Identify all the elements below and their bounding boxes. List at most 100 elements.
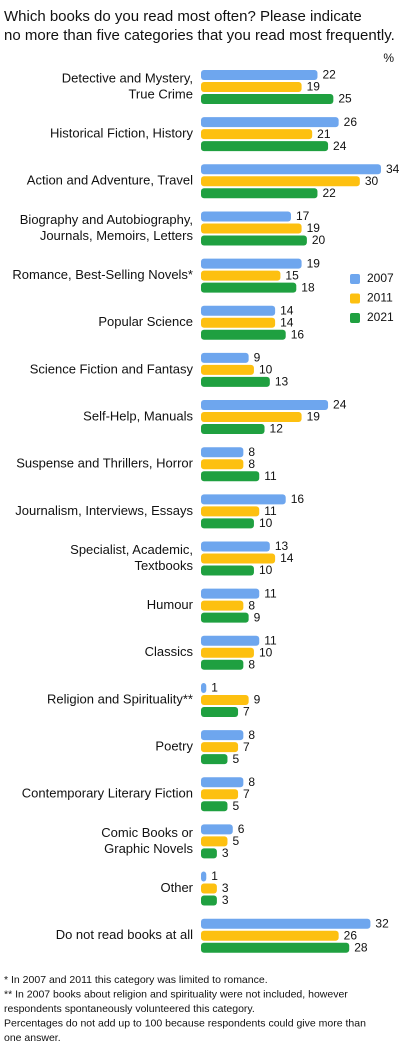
bar	[201, 742, 239, 753]
bar	[201, 730, 244, 741]
value-label: 14	[280, 303, 294, 317]
value-label: 10	[259, 563, 273, 577]
bar	[201, 553, 276, 564]
bar	[201, 706, 239, 717]
value-label: 17	[296, 209, 310, 223]
category-label: Graphic Novels	[104, 841, 193, 856]
value-label: 19	[307, 256, 321, 270]
bar	[201, 400, 329, 411]
bar	[201, 600, 244, 611]
bar	[201, 94, 334, 104]
bar	[201, 282, 297, 293]
value-label: 1	[211, 681, 218, 695]
bar	[201, 659, 244, 670]
value-label: 8	[248, 445, 255, 459]
value-label: 11	[264, 469, 277, 483]
footnote: * In 2007 and 2011 this category was lim…	[4, 974, 268, 986]
bar	[201, 270, 281, 281]
bar	[201, 258, 302, 269]
category-label: Popular Science	[98, 314, 193, 329]
value-label: 15	[285, 268, 299, 282]
legend-label: 2011	[367, 291, 393, 305]
value-label: 24	[333, 398, 347, 412]
value-label: 8	[248, 457, 255, 471]
bar	[201, 164, 381, 175]
bar	[201, 635, 260, 646]
value-label: 5	[232, 834, 239, 848]
value-label: 7	[243, 705, 250, 719]
value-label: 3	[222, 846, 229, 860]
bar	[201, 424, 265, 435]
bar	[201, 789, 239, 800]
value-label: 16	[291, 492, 305, 506]
bar	[201, 541, 270, 552]
legend-swatch	[350, 274, 360, 284]
footnote: one answer.	[4, 1032, 61, 1044]
bar	[201, 871, 207, 882]
value-label: 9	[254, 610, 261, 624]
bar	[201, 471, 260, 482]
value-label: 19	[307, 221, 321, 235]
bar	[201, 447, 244, 458]
value-label: 14	[280, 551, 294, 565]
value-label: 34	[386, 162, 400, 176]
value-label: 12	[270, 422, 284, 436]
value-label: 10	[259, 645, 273, 659]
footnote: Percentages do not add up to 100 because…	[4, 1017, 366, 1029]
bar	[201, 305, 276, 316]
bar	[201, 412, 302, 423]
value-label: 18	[301, 280, 315, 294]
value-label: 19	[307, 80, 321, 94]
bar	[201, 235, 307, 246]
category-label: Religion and Spirituality**	[47, 691, 193, 706]
bar	[201, 176, 360, 187]
value-label: 5	[232, 799, 239, 813]
bar	[201, 836, 228, 847]
category-label: True Crime	[128, 86, 193, 101]
bar	[201, 518, 254, 529]
category-label: Science Fiction and Fantasy	[30, 361, 194, 376]
value-label: 11	[264, 504, 277, 518]
value-label: 9	[254, 693, 261, 707]
bar	[201, 647, 254, 658]
value-label: 14	[280, 315, 294, 329]
bar	[201, 352, 249, 363]
bar	[201, 329, 286, 340]
value-label: 13	[275, 375, 289, 389]
value-label: 32	[375, 916, 389, 930]
bar	[201, 317, 276, 328]
value-label: 8	[248, 775, 255, 789]
value-label: 20	[312, 233, 326, 247]
category-label: Textbooks	[134, 558, 193, 573]
bar	[201, 754, 228, 765]
bar	[201, 565, 254, 576]
value-label: 9	[254, 351, 261, 365]
value-label: 24	[333, 139, 347, 153]
value-label: 22	[322, 186, 336, 200]
value-label: 1	[211, 869, 218, 883]
value-label: 10	[259, 363, 273, 377]
bar	[201, 694, 249, 705]
value-label: 8	[248, 657, 255, 671]
category-label: Historical Fiction, History	[50, 126, 194, 141]
value-label: 6	[238, 822, 245, 836]
bar	[201, 682, 207, 693]
footnote: respondents spontaneously volunteered th…	[4, 1003, 255, 1015]
category-label: Detective and Mystery,	[62, 70, 193, 85]
chart-title: Which books do you read most often? Plea…	[4, 8, 362, 25]
bar	[201, 376, 270, 387]
category-label: Comic Books or	[101, 825, 193, 840]
footnote: ** In 2007 books about religion and spir…	[4, 988, 348, 1000]
category-label: Other	[160, 880, 193, 895]
value-label: 3	[222, 881, 229, 895]
bar	[201, 883, 217, 894]
bar	[201, 223, 302, 234]
value-label: 11	[264, 586, 277, 600]
category-label: Action and Adventure, Travel	[27, 173, 193, 188]
legend-swatch	[350, 293, 360, 304]
bar	[201, 188, 318, 199]
bar	[201, 930, 339, 941]
bar	[201, 506, 260, 517]
bar	[201, 588, 260, 599]
value-label: 30	[365, 174, 379, 188]
